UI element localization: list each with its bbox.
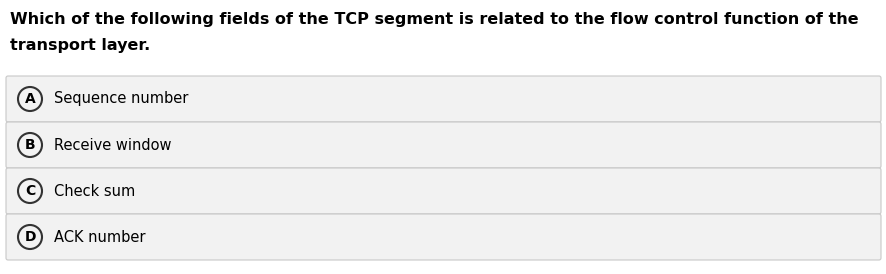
Text: transport layer.: transport layer. bbox=[10, 38, 150, 53]
Text: A: A bbox=[25, 92, 35, 106]
Text: D: D bbox=[24, 230, 35, 244]
Text: B: B bbox=[25, 138, 35, 152]
FancyBboxPatch shape bbox=[6, 168, 880, 214]
Circle shape bbox=[18, 179, 42, 203]
FancyBboxPatch shape bbox=[6, 122, 880, 168]
Circle shape bbox=[18, 133, 42, 157]
Circle shape bbox=[18, 87, 42, 111]
Text: C: C bbox=[25, 184, 35, 198]
Text: ACK number: ACK number bbox=[54, 230, 145, 244]
FancyBboxPatch shape bbox=[6, 214, 880, 260]
Circle shape bbox=[18, 225, 42, 249]
Text: Receive window: Receive window bbox=[54, 138, 171, 153]
Text: Sequence number: Sequence number bbox=[54, 92, 188, 107]
Text: Which of the following fields of the TCP segment is related to the flow control : Which of the following fields of the TCP… bbox=[10, 12, 858, 27]
FancyBboxPatch shape bbox=[6, 76, 880, 122]
Text: Check sum: Check sum bbox=[54, 184, 135, 198]
